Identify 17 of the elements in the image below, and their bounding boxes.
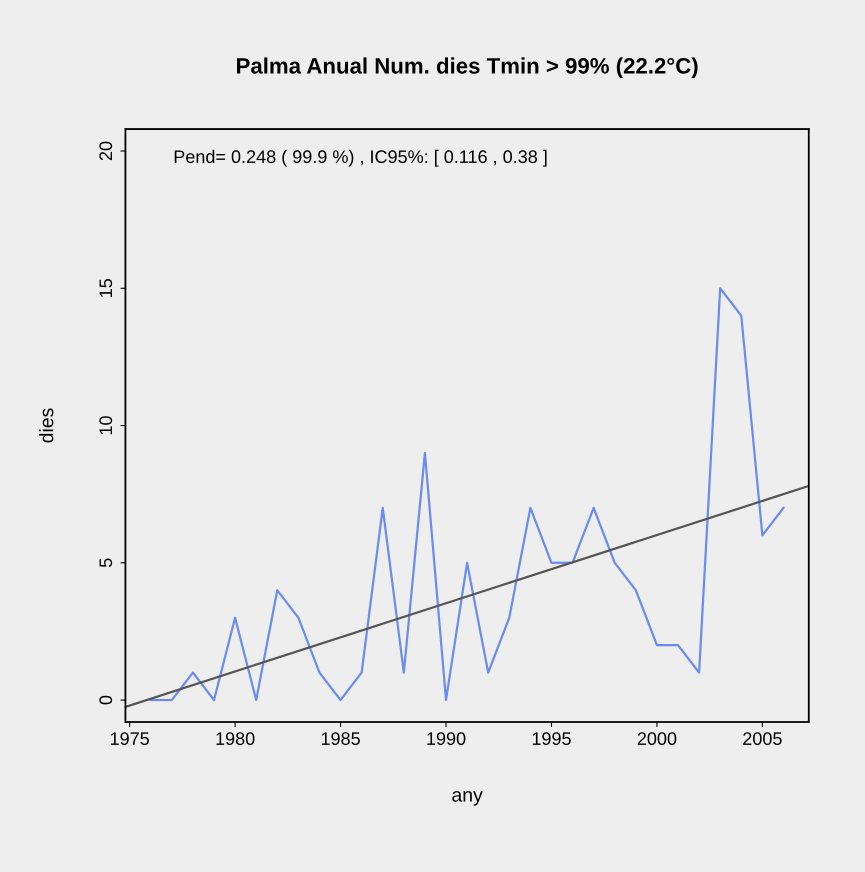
y-tick-label: 20 [99, 142, 112, 160]
line-series [150, 287, 785, 702]
chart-title: Palma Anual Num. dies Tmin > 99% (22.2°C) [237, 57, 698, 78]
y-tick-label: 15 [100, 278, 112, 297]
x-tick-label: 1975 [110, 732, 149, 745]
y-tick-label: 0 [99, 696, 112, 704]
x-tick-label: 2005 [743, 732, 782, 745]
annotation: Pend= 0.248 ( 99.9 %) , IC95%: [ 0.116 , 0.38 ] [174, 150, 547, 167]
x-tick-label: 1990 [427, 732, 466, 745]
x-tick-label: 1995 [532, 732, 571, 745]
y-tick-label: 10 [99, 416, 112, 434]
x-tick-label: 1985 [322, 732, 360, 745]
x-tick-label: 1980 [216, 732, 254, 745]
x-axis-title: any [452, 791, 483, 806]
y-tick-label: 5 [100, 558, 112, 568]
y-axis-title: dies [39, 408, 54, 443]
x-tick-label: 2000 [638, 732, 676, 745]
